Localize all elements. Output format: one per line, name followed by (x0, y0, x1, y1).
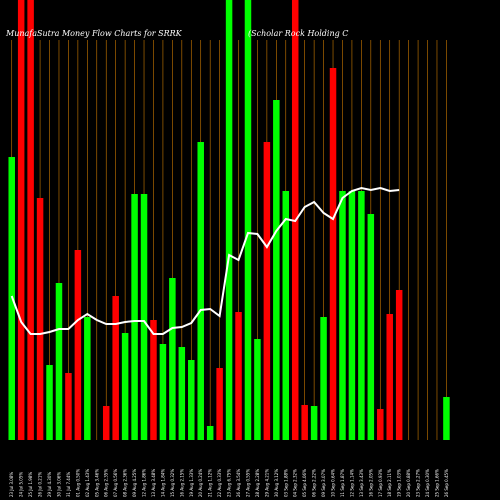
x-tick-label: 18 Sep 2.11% (387, 469, 392, 497)
bar (244, 0, 252, 440)
x-tick-label: 27 Aug 0.55% (245, 469, 250, 497)
x-tick-label: 31 Jul 7.44% (66, 472, 71, 497)
bar (263, 142, 271, 440)
x-tick-label: 03 Sep 1.88% (283, 469, 288, 497)
x-tick-label: 25 Sep 1.66% (434, 469, 439, 497)
x-tick-label: 17 Sep 0.93% (378, 469, 383, 497)
bar (150, 320, 157, 440)
bar (320, 317, 327, 440)
bar (188, 360, 195, 440)
x-tick-label: 20 Aug 0.24% (198, 469, 203, 497)
x-tick-label: 11 Sep 1.87% (340, 469, 345, 497)
x-tick-label: 25 Jul 1.98% (28, 472, 33, 497)
bar (254, 339, 261, 440)
bar (121, 333, 129, 440)
bar (329, 68, 337, 440)
x-tick-label: 05 Aug 3.46% (94, 469, 99, 497)
x-tick-label: 07 Aug 0.56% (113, 469, 118, 497)
bar (36, 198, 44, 440)
money-flow-line (10, 186, 400, 335)
bar (216, 368, 223, 440)
bar (367, 214, 375, 440)
bar (282, 191, 290, 440)
bar (395, 290, 403, 440)
x-tick-label: 06 Sep 2.22% (312, 469, 317, 497)
x-tick-label: 28 Aug 2.28% (255, 469, 260, 497)
x-tick-label: 20 Sep 0.88% (406, 469, 411, 497)
bar (65, 373, 72, 440)
x-tick-label: 26 Jul 0.21% (38, 472, 43, 497)
x-tick-label: 16 Sep 2.05% (368, 469, 373, 497)
x-tick-label: 02 Aug 1.43% (85, 469, 90, 497)
x-axis-ticks: 23 Jul 3.08% 24 Jul 5.05% 25 Jul 1.98% 26 J… (9, 469, 449, 497)
x-tick-label: 24 Sep 0.30% (425, 469, 430, 497)
x-tick-label: 24 Jul 5.05% (19, 472, 24, 497)
bar (310, 406, 318, 440)
x-tick-label: 22 Aug 0.33% (217, 469, 222, 497)
x-tick-label: 09 Aug 4.25% (132, 469, 137, 497)
bar (178, 347, 186, 440)
x-tick-label: 13 Aug 3.48% (151, 469, 156, 497)
x-tick-label: 30 Aug 3.12% (274, 469, 279, 497)
x-tick-label: 19 Sep 1.03% (397, 469, 402, 497)
bar (273, 100, 280, 440)
x-tick-label: 23 Aug 6.75% (227, 469, 232, 497)
bar (169, 278, 176, 440)
x-tick-label: 01 Aug 0.50% (75, 469, 80, 497)
bar (102, 406, 110, 440)
x-tick-label: 29 Aug 4.21% (264, 469, 269, 497)
x-tick-label: 26 Aug 3.54% (236, 469, 241, 497)
bar (348, 191, 356, 440)
bar (46, 365, 53, 440)
bar (112, 296, 119, 440)
x-tick-label: 04 Sep 2.32% (293, 469, 298, 497)
x-tick-label: 26 Sep 0.45% (444, 469, 449, 497)
bar (197, 142, 204, 440)
x-tick-label: 06 Aug 2.35% (104, 469, 109, 497)
x-tick-label: 12 Sep 1.14% (349, 469, 354, 497)
bar (27, 0, 34, 440)
bar (339, 191, 346, 440)
bar (358, 191, 365, 440)
x-tick-label: 13 Sep 3.43% (359, 469, 364, 497)
x-tick-label: 19 Aug 1.33% (189, 469, 194, 497)
bar (84, 317, 91, 440)
bar (443, 397, 450, 440)
x-tick-label: 30 Jul 3.06% (56, 472, 61, 497)
x-tick-label: 15 Aug 0.32% (170, 469, 175, 497)
x-tick-label: 09 Sep 3.07% (321, 469, 326, 497)
x-tick-label: 16 Aug 2.15% (179, 469, 184, 497)
x-tick-label: 29 Jul 4.30% (47, 472, 52, 497)
x-tick-label: 10 Sep 0.64% (331, 469, 336, 497)
x-tick-label: 12 Aug 1.86% (142, 469, 147, 497)
x-tick-label: 08 Aug 2.36% (123, 469, 128, 497)
x-tick-label: 14 Aug 1.84% (160, 469, 165, 497)
bar (74, 250, 82, 440)
chart-subtitle: (Scholar Rock Holding C (248, 29, 348, 38)
x-tick-label: 23 Jul 3.08% (9, 472, 14, 497)
x-tick-label: 23 Sep 2.27% (416, 469, 421, 497)
bar (377, 409, 384, 440)
bar (131, 194, 138, 440)
bar (17, 0, 25, 440)
bar (140, 194, 148, 440)
bar (386, 314, 393, 440)
bar (301, 405, 308, 440)
x-tick-label: 21 Aug 1.12% (208, 469, 213, 497)
bar (225, 0, 233, 440)
bar (159, 344, 167, 440)
x-tick-label: 05 Sep 4.06% (302, 469, 307, 497)
chart-title: MunafaSutra Money Flow Charts for SRRK (5, 29, 183, 38)
bar (235, 312, 242, 440)
bar (55, 283, 63, 440)
bar (206, 426, 214, 440)
